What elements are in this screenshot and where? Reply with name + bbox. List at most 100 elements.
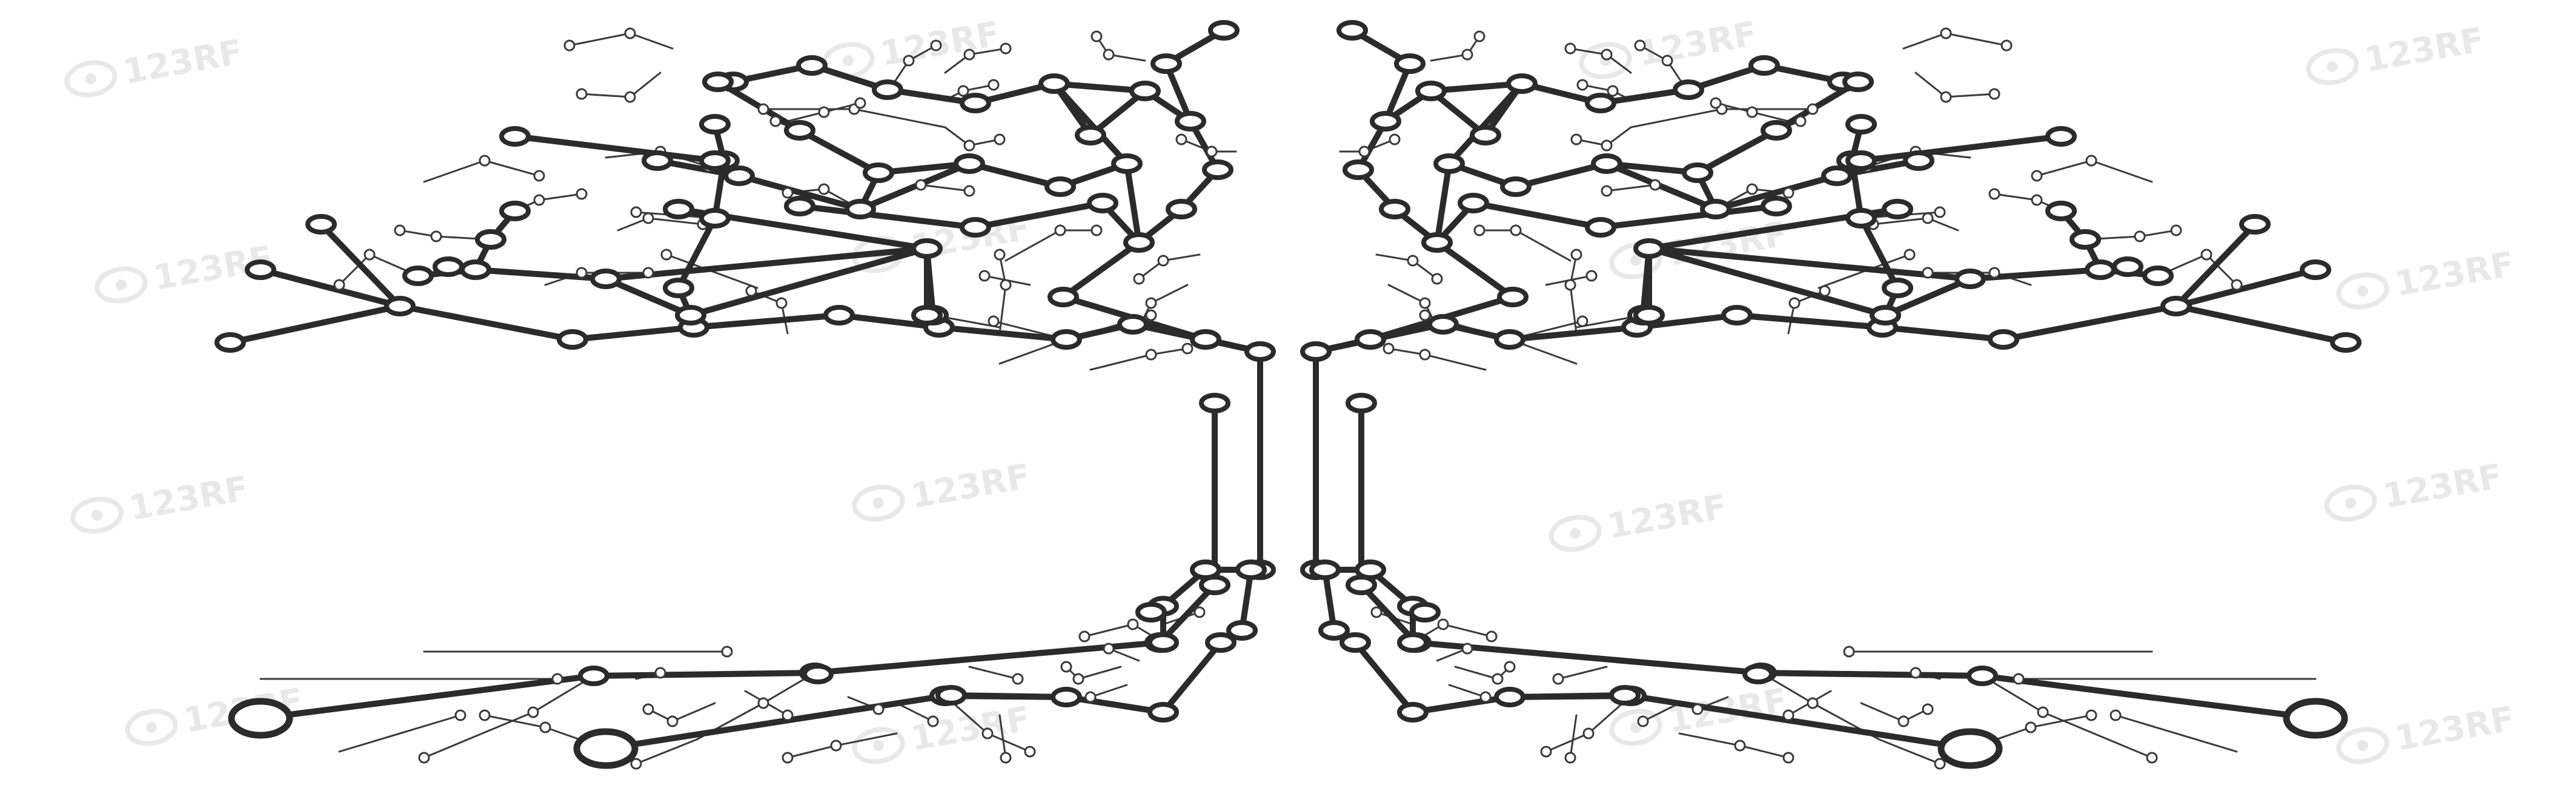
circuit-node: [1129, 81, 1161, 101]
circuit-node-small: [830, 740, 842, 752]
circuit-node-small: [1407, 255, 1419, 267]
circuit-node-small: [2000, 39, 2013, 52]
circuit-node-small: [1922, 212, 1934, 224]
circuit-node: [1346, 393, 1377, 413]
circuit-node-small: [1570, 133, 1582, 145]
circuit-thin-trace: [1569, 253, 1578, 335]
watermark-text: 123RF: [2392, 245, 2517, 304]
circuit-node-small: [576, 267, 588, 279]
circuit-node: [1309, 559, 1341, 580]
circuit-node: [1967, 666, 1998, 686]
circuit-trace: [654, 158, 972, 212]
circuit-thin-trace: [1089, 347, 1189, 371]
circuit-node-small: [551, 673, 563, 685]
circuit-thin-trace: [568, 32, 674, 50]
circuit-node-small: [1576, 315, 1588, 327]
circuit-node: [702, 72, 734, 92]
circuit-trace: [2173, 267, 2319, 309]
circuit-node: [2045, 201, 2077, 221]
circuit-terminal-ring: [1937, 728, 2003, 769]
circuit-node-small: [2200, 249, 2213, 261]
circuit-node: [245, 259, 276, 280]
circuit-node-small: [1370, 606, 1383, 618]
circuit-node-small: [1988, 188, 2000, 200]
watermark-logo: 123RF: [64, 33, 245, 98]
circuit-node-small: [1843, 646, 1855, 658]
circuit-node-small: [927, 715, 939, 727]
circuit-node: [1415, 81, 1447, 101]
circuit-node: [475, 229, 506, 250]
123rf-logo-icon: [70, 496, 124, 534]
circuit-node-small: [576, 188, 588, 200]
watermark-dot: [2345, 498, 2356, 509]
circuit-node: [1208, 20, 1240, 41]
circuit-node-small: [1078, 630, 1090, 643]
watermark-dot: [873, 498, 884, 509]
circuit-thin-trace: [1678, 732, 1790, 759]
circuit-trace: [512, 133, 718, 164]
circuit-node: [384, 296, 416, 316]
circuit-node: [1761, 120, 1792, 141]
circuit-thin-trace: [1387, 347, 1487, 371]
circuit-trace: [1434, 161, 1452, 245]
circuit-node: [1506, 73, 1538, 94]
watermark-text: 123RF: [1604, 487, 1730, 547]
circuit-node-small: [1012, 673, 1024, 685]
circuit-node-small: [1145, 309, 1157, 321]
circuit-node-small: [1601, 139, 1613, 152]
circuit-node: [1355, 329, 1386, 350]
123rf-logo-icon: [1609, 709, 1662, 746]
circuit-node: [1199, 393, 1230, 413]
watermark-text: 123RF: [908, 457, 1033, 516]
circuit-node: [1190, 559, 1221, 580]
circuit-node: [1633, 238, 1665, 259]
circuit-node-small: [563, 39, 576, 52]
node-layer: [214, 20, 2362, 770]
circuit-node: [1433, 153, 1465, 174]
thick-trace-layer: [227, 27, 2349, 752]
circuit-trace: [1858, 133, 2064, 164]
circuit-node: [1682, 162, 1713, 183]
circuit-node-small: [1431, 273, 1443, 285]
circuit-node: [1458, 193, 1489, 213]
circuit-thin-trace: [1760, 672, 1941, 765]
watermark-dot: [85, 73, 96, 84]
circuit-node-small: [988, 79, 1000, 91]
circuit-node: [1226, 620, 1258, 641]
watermark-logo: 123RF: [2306, 21, 2487, 85]
circuit-node-small: [418, 752, 430, 764]
123rf-logo-icon: [1579, 42, 1632, 79]
watermark-dot: [843, 55, 854, 66]
circuit-node-small: [769, 115, 782, 127]
circuit-node: [499, 201, 531, 221]
circuit-node: [1202, 159, 1233, 180]
watermark-logo: 123RF: [2336, 700, 2517, 764]
circuit-thin-trace: [1860, 702, 1929, 723]
circuit-node-small: [1746, 106, 1758, 118]
circuit-node-small: [1054, 224, 1066, 236]
circuit-trace: [1313, 27, 1516, 355]
circuit-node: [1427, 314, 1459, 335]
circuit-node: [2142, 265, 2174, 286]
watermark-text: 123RF: [2380, 457, 2505, 516]
circuit-trace: [1604, 158, 1922, 212]
circuit-node: [784, 196, 815, 216]
circuit-thin-trace: [2114, 714, 2238, 753]
circuit-node-small: [1473, 224, 1486, 236]
circuit-node-small: [1193, 606, 1206, 618]
circuit-node-small: [1564, 42, 1576, 55]
circuit-node: [1903, 150, 1934, 171]
circuit-node: [1882, 278, 1913, 298]
circuit-thin-trace: [1872, 217, 1959, 232]
circuit-node-small: [660, 249, 672, 261]
circuit-node-small: [1904, 249, 1916, 261]
watermark-dot: [1570, 528, 1581, 539]
circuit-node-small: [2085, 709, 2097, 721]
circuit-node-small: [957, 85, 969, 97]
circuit-terminal-ring: [573, 728, 639, 769]
circuit-node-small: [624, 27, 636, 39]
circuit-trace: [227, 303, 1263, 355]
circuit-node: [1397, 632, 1429, 653]
circuit-node-small: [994, 249, 1006, 261]
